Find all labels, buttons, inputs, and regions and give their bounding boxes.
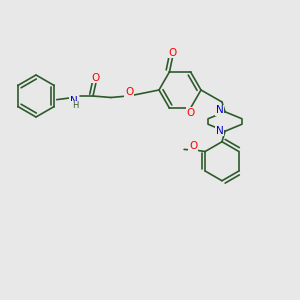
Text: O: O <box>125 87 133 98</box>
Text: N: N <box>70 96 77 106</box>
Text: N: N <box>216 126 224 136</box>
Text: O: O <box>168 48 177 58</box>
Text: H: H <box>72 101 78 110</box>
Text: O: O <box>186 108 195 118</box>
Text: O: O <box>189 141 197 152</box>
Text: N: N <box>216 105 224 115</box>
Text: O: O <box>92 73 100 83</box>
